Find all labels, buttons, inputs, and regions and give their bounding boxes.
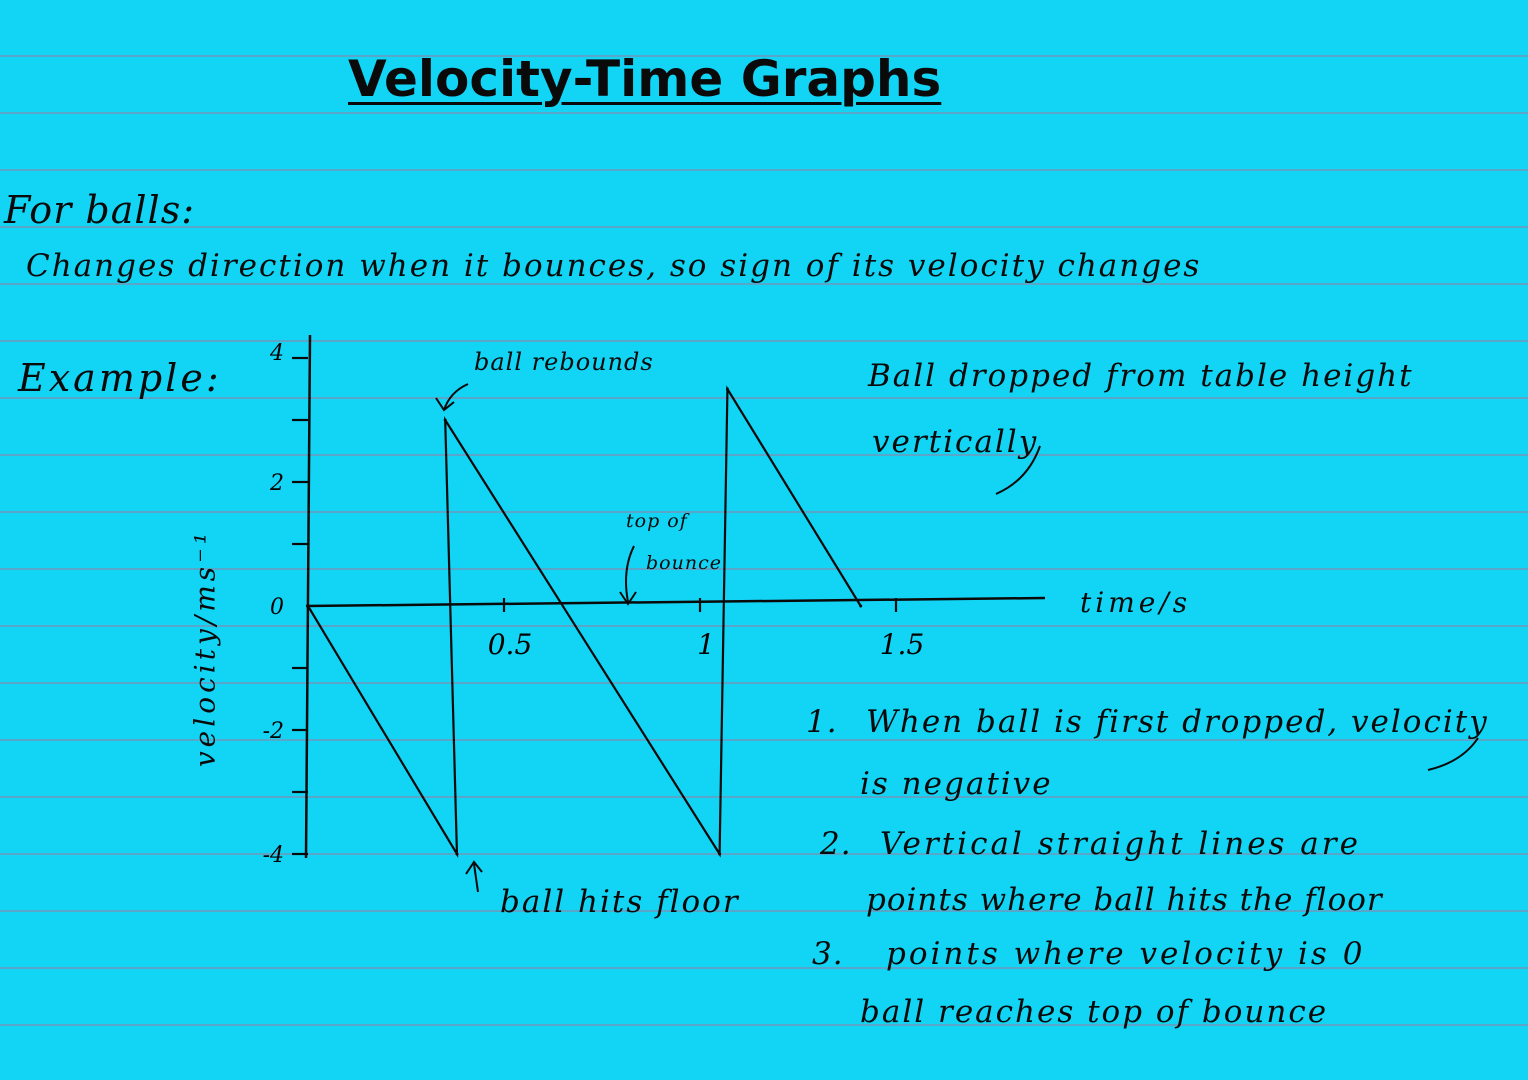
y-axis: [304, 334, 312, 859]
example-label: Example:: [18, 356, 222, 400]
data-point: [306, 604, 310, 608]
x-axis: [305, 596, 1046, 608]
y-tick-label: 4: [269, 341, 284, 366]
x-tick-label: 0.5: [488, 628, 533, 661]
note-1-line1: When ball is first dropped, velocity: [866, 704, 1489, 740]
underline-swoosh: [995, 445, 1041, 495]
note-2-line1: Vertical straight lines are: [880, 826, 1361, 862]
data-point: [725, 387, 729, 391]
velocity-series-line: [307, 385, 862, 859]
top-of-bounce-arrow: [619, 545, 637, 606]
annotation-ball-hits-floor: ball hits floor: [500, 884, 740, 920]
data-point: [455, 852, 459, 856]
note-3-line1: points where velocity is 0: [886, 936, 1366, 972]
page-title: Velocity-Time Graphs: [348, 50, 942, 108]
y-axis-label: velocity/ms⁻¹: [188, 528, 222, 768]
note-2-line2: points where ball hits the floor: [866, 882, 1383, 918]
note-2-number: 2.: [820, 826, 852, 862]
x-tick-label: 1: [697, 628, 715, 661]
floor-arrow: [465, 860, 483, 893]
y-tick-label: 0: [270, 595, 284, 620]
heading-for-balls: For balls:: [4, 188, 196, 232]
velocity-swoosh: [1427, 737, 1479, 771]
annotation-ball-rebounds: ball rebounds: [474, 348, 654, 376]
description-line1: Ball dropped from table height: [868, 358, 1414, 394]
x-tick-label: 1.5: [880, 628, 925, 661]
annotation-bounce: bounce: [646, 552, 722, 574]
x-axis-label: time/s: [1080, 586, 1192, 619]
annotation-top-of: top of: [626, 510, 688, 532]
note-3-number: 3.: [812, 936, 844, 972]
intro-text: Changes direction when it bounces, so si…: [26, 248, 1202, 284]
data-point: [859, 604, 863, 608]
note-3-line2: ball reaches top of bounce: [860, 994, 1329, 1030]
note-1-number: 1.: [806, 704, 838, 740]
data-point: [718, 852, 722, 856]
rebound-arrow: [435, 383, 469, 412]
note-1-line2: is negative: [860, 766, 1053, 802]
description-line2: vertically: [872, 424, 1039, 460]
y-tick-label: -4: [263, 843, 284, 868]
y-tick-label: 2: [269, 471, 284, 496]
data-point: [443, 418, 447, 422]
y-tick-label: -2: [263, 719, 284, 744]
